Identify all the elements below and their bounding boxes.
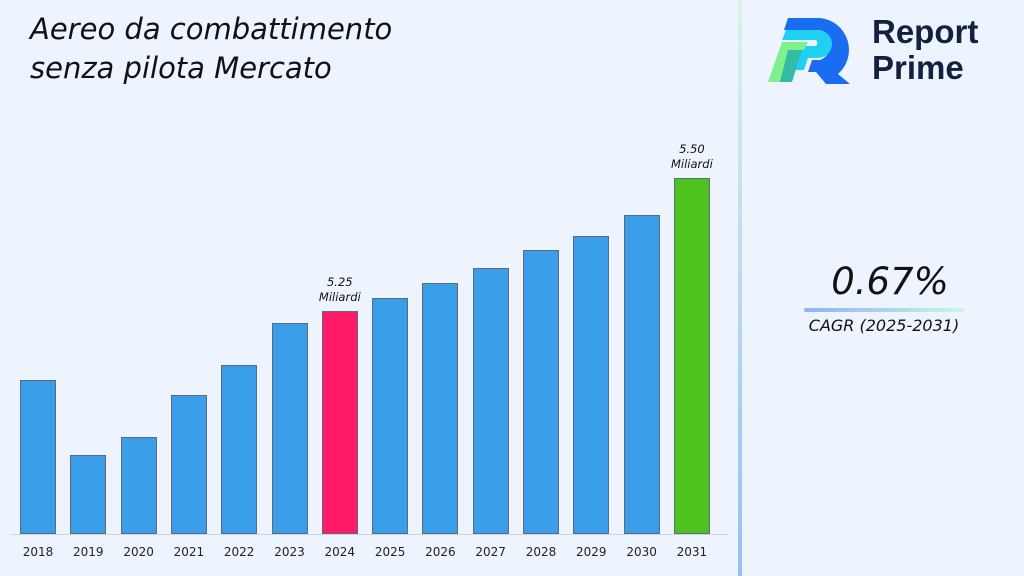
x-tick-label: 2029 [576,545,607,559]
bar-2027 [472,268,509,534]
bar-2030 [623,215,660,534]
x-tick-label: 2027 [475,545,506,559]
bar-2026 [422,283,459,534]
x-tick-label: 2022 [223,545,255,559]
bar-2025 [372,298,409,534]
x-tick-label: 2020 [123,545,154,559]
x-tick-label: 2018 [22,545,54,559]
annotation-unit: Miliardi [671,157,713,171]
annotation-value: 5.25 [326,275,353,289]
bar-2024 [321,311,358,534]
x-axis-line [10,534,728,535]
report-prime-logo-icon [768,18,850,84]
bar-2020 [120,437,157,534]
cagr-value: 0.67% [831,260,949,303]
bar-2021 [170,395,207,534]
bar-chart: 2018 2019 2020 2021 2022 2023 2024 5.25 Miliardi… [10,142,732,559]
bar-2018 [20,380,56,534]
cagr-underline [804,308,964,312]
chart-title: Aereo da combattimento senza pilota Merc… [30,12,393,85]
brand-line2: Prime [872,49,964,86]
x-tick-label: 2024 [324,545,356,559]
bar-2031 [673,178,710,534]
bar-2019 [70,455,107,534]
divider [738,0,742,576]
cagr-label: CAGR (2025-2031) [808,316,960,335]
bar-annotation-2024: 5.25 Miliardi [300,275,380,305]
annotation-unit: Miliardi [318,290,361,304]
annotation-value: 5.50 [679,142,705,156]
bar-2028 [523,250,559,534]
bar-2029 [573,236,610,534]
x-tick-label: 2021 [173,545,205,559]
x-tick-label: 2030 [626,545,657,559]
x-tick-label: 2023 [274,545,305,559]
x-tick-label: 2031 [676,545,708,559]
bar-2022 [221,365,258,534]
bar-2023 [271,323,308,534]
x-tick-label: 2019 [73,545,104,559]
brand-line1: Report [872,13,979,50]
brand-name: Report Prime [872,14,978,86]
bar-annotation-2031: 5.50 Miliardi [652,142,732,172]
x-tick-label: 2026 [425,545,456,559]
x-tick-label: 2025 [374,545,406,559]
x-tick-label: 2028 [525,545,557,559]
